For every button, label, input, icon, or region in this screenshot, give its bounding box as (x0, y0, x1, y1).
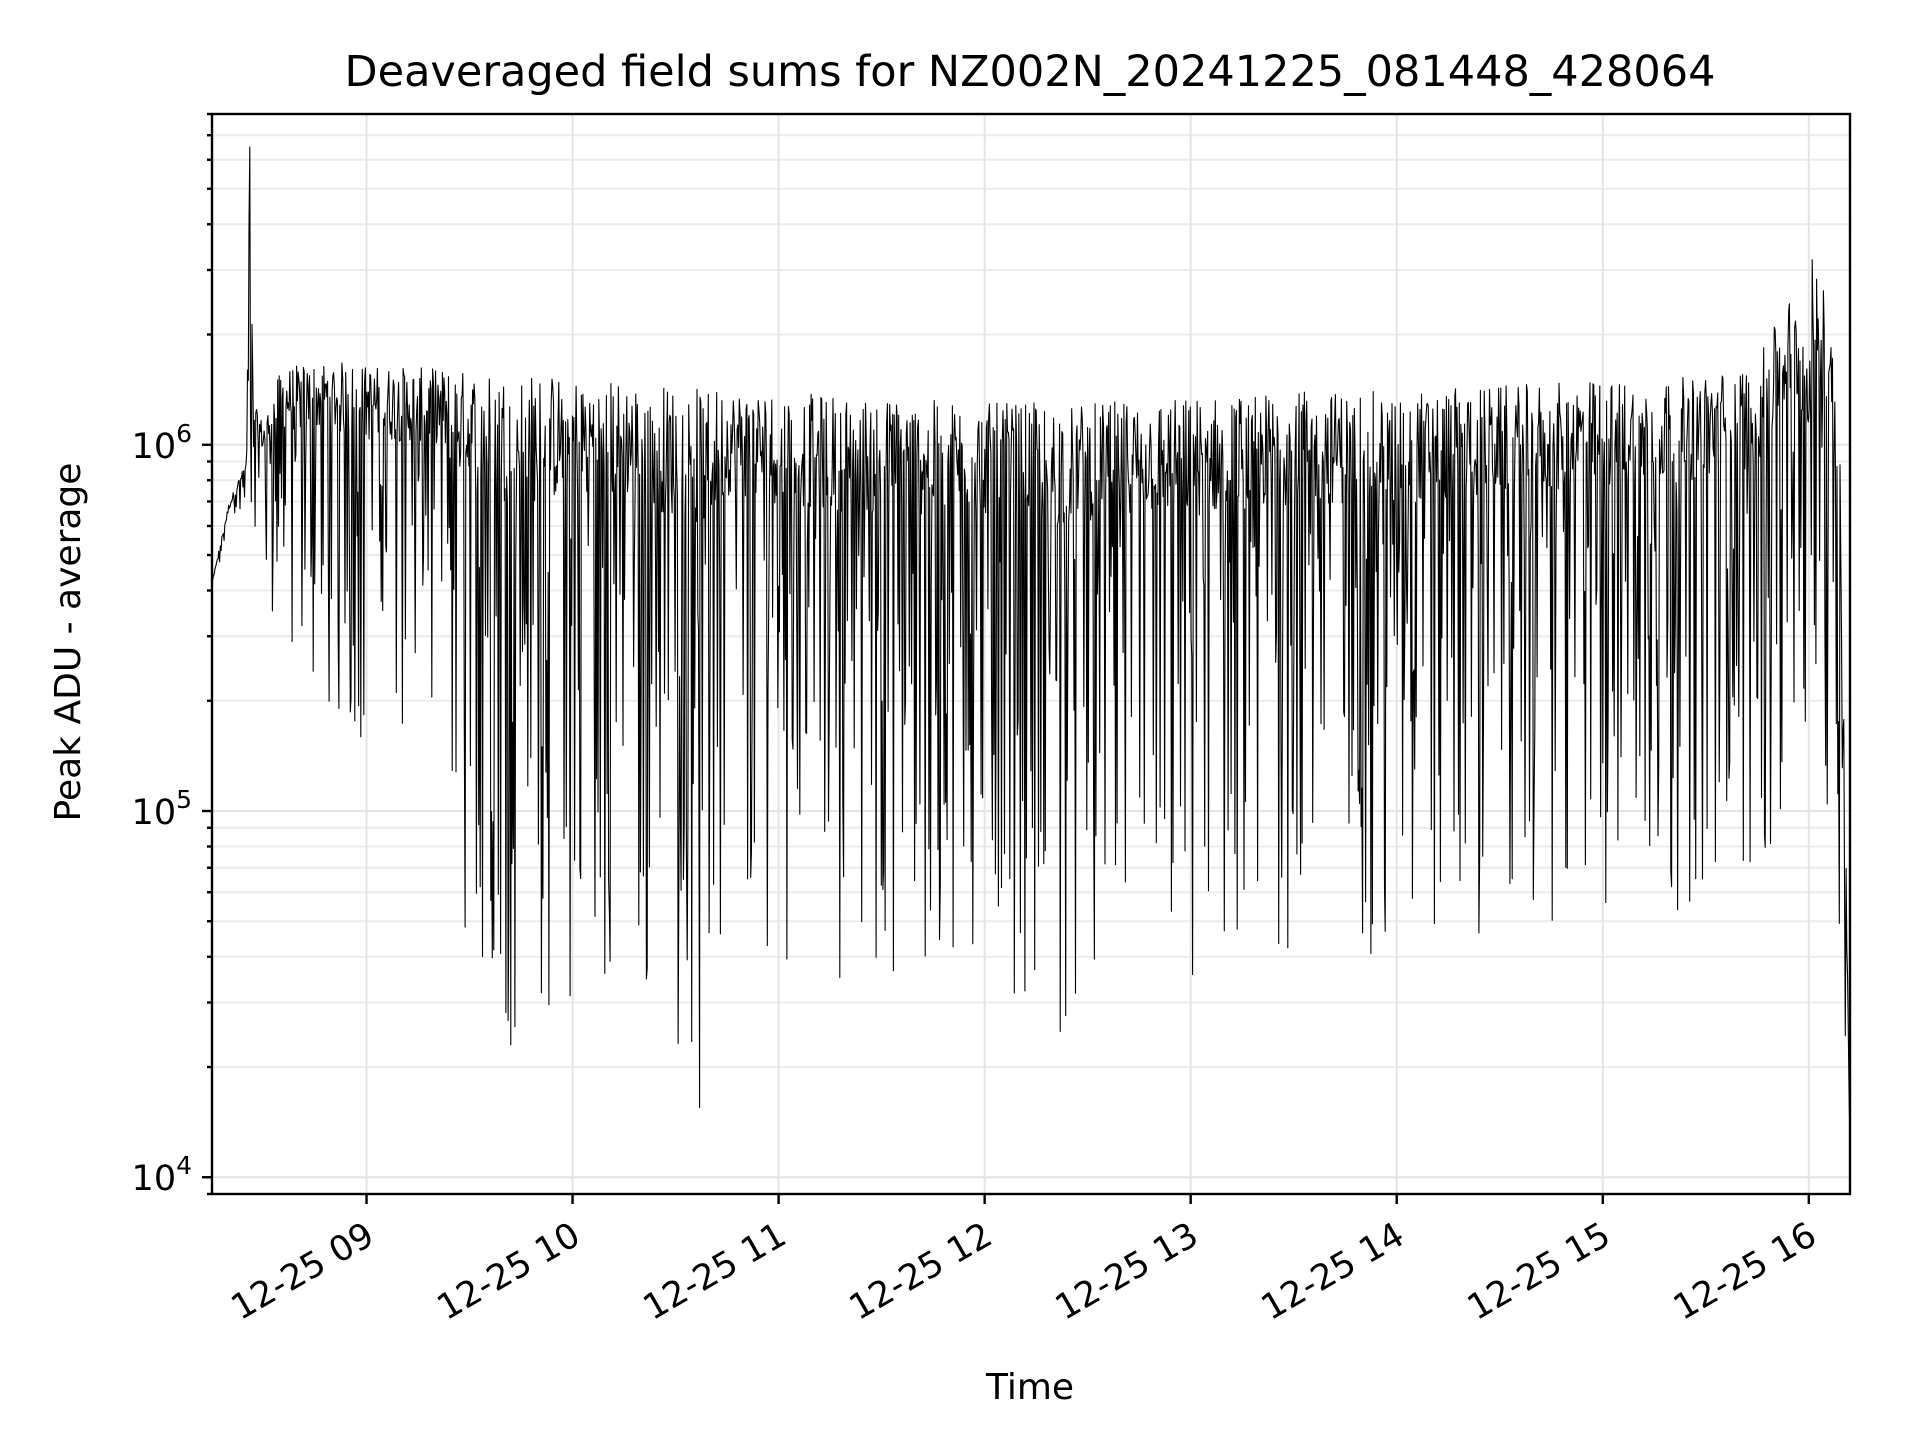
series-layer (211, 146, 1851, 1142)
y-tick-base: 10 (132, 1159, 177, 1199)
y-tick-label: 106 (132, 419, 192, 467)
plot-frame (210, 112, 1852, 1196)
series-line (211, 146, 1851, 1142)
y-tick-base: 10 (132, 793, 177, 833)
y-tick-exponent: 5 (176, 785, 192, 814)
y-tick-label: 104 (132, 1151, 192, 1199)
y-axis-label: Peak ADU - average (48, 463, 89, 822)
chart-title: Deaveraged field sums for NZ002N_2024122… (345, 47, 1716, 97)
x-axis-label: Time (985, 1367, 1074, 1408)
y-tick-exponent: 4 (176, 1151, 192, 1180)
y-tick-label: 105 (132, 785, 192, 833)
y-tick-exponent: 6 (176, 419, 192, 448)
y-tick-base: 10 (132, 427, 177, 467)
